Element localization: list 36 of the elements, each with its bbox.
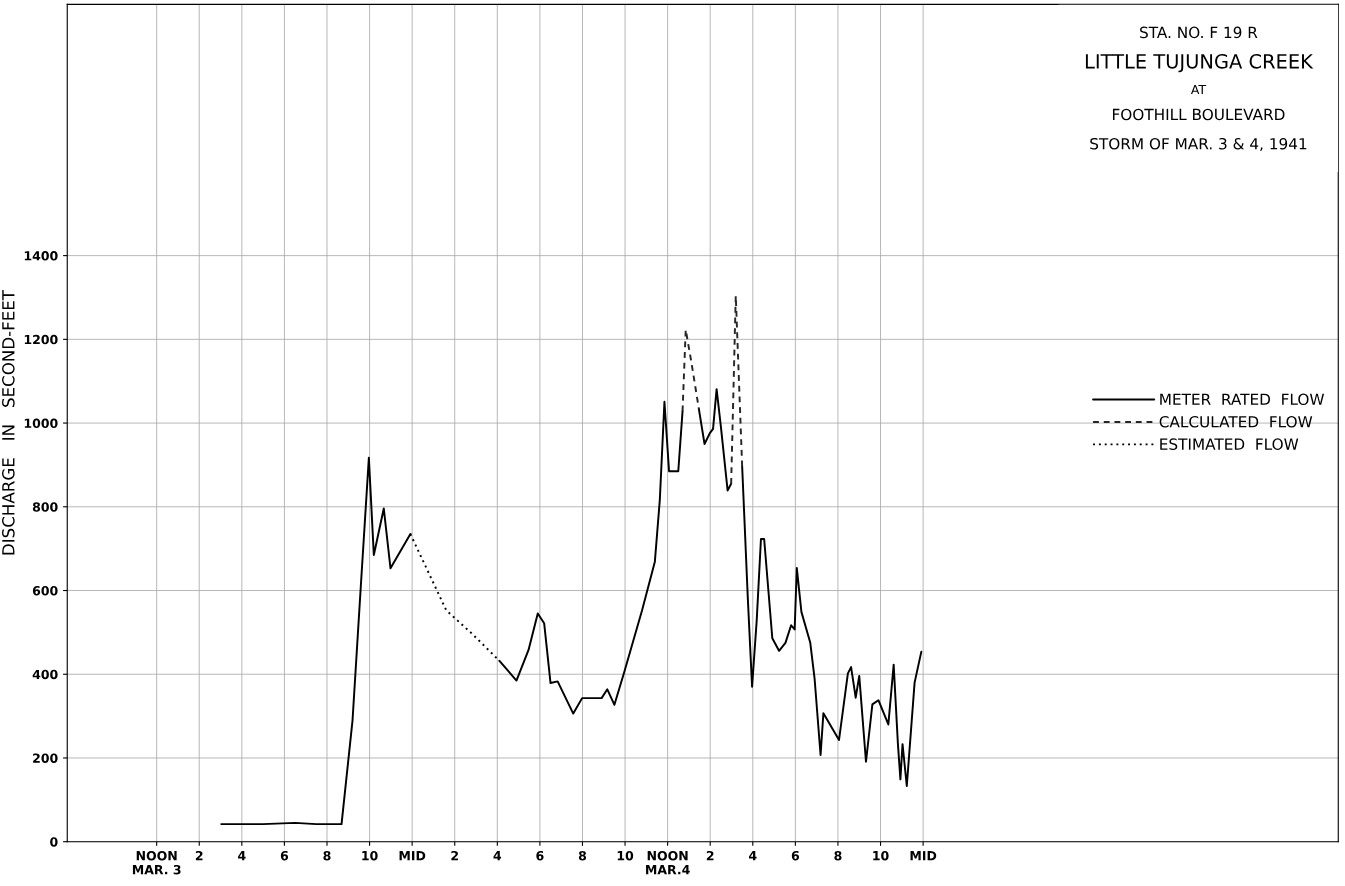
- x-tick-label: 10: [873, 850, 889, 861]
- y-tick-label: 600: [32, 585, 58, 596]
- legend-label: METER RATED FLOW: [1160, 393, 1325, 406]
- x-tick-label: MID: [910, 851, 937, 861]
- y-tick-label: 1200: [24, 334, 58, 345]
- x-tick-label: NOON MAR.4: [646, 850, 690, 875]
- x-tick-label: 2: [706, 850, 714, 861]
- x-tick-label: 2: [195, 850, 203, 861]
- x-tick-label: 10: [617, 850, 634, 861]
- y-tick-label: 1000: [24, 418, 58, 428]
- x-tick-label: 6: [791, 850, 800, 861]
- legend-label: CALCULATED FLOW: [1159, 415, 1313, 428]
- x-tick-label: MID: [399, 851, 426, 861]
- annotation: FOOTHILL BOULEVARD: [1112, 108, 1285, 121]
- legend-label: ESTIMATED FLOW: [1160, 438, 1299, 450]
- x-tick-label: 8: [578, 850, 587, 861]
- y-tick-label: 200: [33, 753, 58, 763]
- x-tick-label: NOON MAR. 3: [132, 850, 181, 875]
- y-tick-label: 0: [50, 837, 58, 847]
- x-tick-label: 2: [451, 850, 458, 861]
- y-tick-label: 800: [32, 502, 58, 512]
- annotation: AT: [1190, 85, 1207, 95]
- text: STORM OF MAR. 3 & 4, 1941: [1090, 137, 1307, 152]
- y-axis-title: DISCHARGE IN SECOND-FEET: [2, 289, 15, 555]
- x-tick-label: 8: [323, 850, 331, 861]
- y-tick-label: 400: [32, 669, 58, 680]
- annotation: STA. NO. F 19 R: [1140, 26, 1258, 39]
- x-tick-label: 4: [238, 851, 246, 861]
- x-tick-label: 10: [362, 850, 378, 861]
- text: LITTLE TUJUNGA CREEK: [1085, 53, 1314, 73]
- x-tick-label: 6: [280, 850, 289, 861]
- x-tick-label: 6: [536, 850, 544, 861]
- x-tick-label: 4: [493, 851, 502, 861]
- x-tick-label: 4: [749, 851, 757, 861]
- x-tick-label: 8: [834, 850, 842, 861]
- y-tick-label: 1400: [24, 251, 58, 261]
